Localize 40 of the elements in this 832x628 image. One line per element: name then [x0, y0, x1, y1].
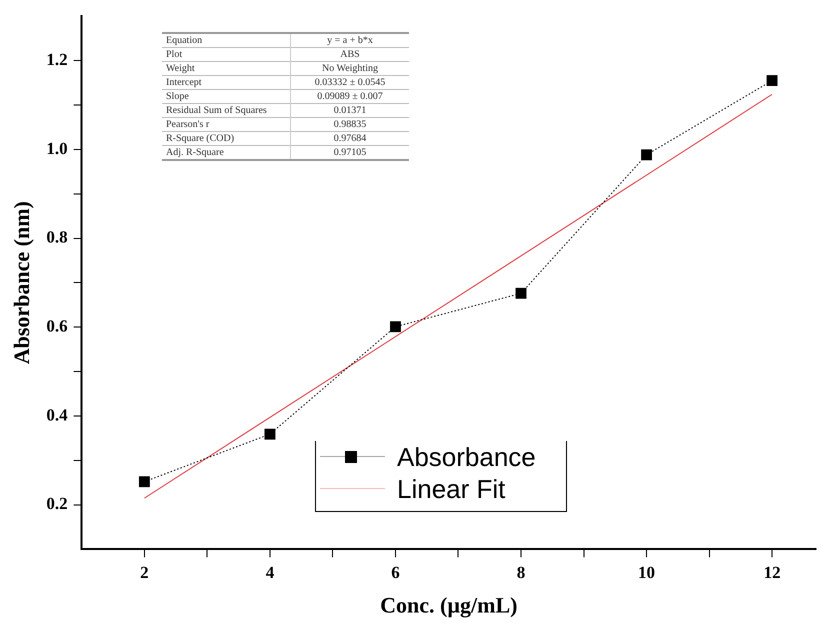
annotation: Intercept: [162, 76, 290, 90]
annotation: Plot: [162, 48, 290, 62]
annotation: Residual Sum of Squares: [162, 104, 290, 118]
x-tick-label: 8: [516, 562, 526, 582]
annotation: 0.98835: [290, 118, 409, 132]
point: [766, 75, 778, 86]
annotation: No Weighting: [290, 62, 409, 76]
x-tick-label: 6: [391, 562, 400, 582]
y-tick-label: 0.2: [46, 494, 68, 514]
annotation: Slope: [162, 90, 290, 104]
annotation: 0.09089 ± 0.007: [290, 90, 409, 104]
point: [516, 288, 526, 299]
x-tick-label: 4: [266, 562, 275, 582]
annotation: R-Square (COD): [162, 132, 290, 146]
legend-label: Linear Fit: [397, 474, 506, 504]
annotation: Weight: [162, 62, 290, 76]
annotation: 0.01371: [290, 104, 409, 118]
point: [641, 149, 652, 160]
annotation: y = a + b*x: [290, 33, 409, 48]
annotation: Adj. R-Square: [162, 146, 290, 160]
y-axis-title: Absorbance (nm): [8, 201, 34, 364]
annotation: Equation: [162, 33, 290, 48]
x-tick-label: 2: [140, 562, 149, 582]
annotation: 0.97105: [290, 146, 409, 160]
y-tick-label: 0.4: [46, 405, 68, 424]
y-tick-label: 1.2: [46, 50, 68, 70]
y-tick-label: 1.0: [46, 138, 68, 158]
x-tick-label: 12: [764, 562, 781, 582]
y-tick-label: 0.6: [46, 316, 68, 336]
annotation: 0.03332 ± 0.0545: [290, 76, 409, 90]
annotation: ABS: [290, 48, 409, 62]
x-tick-label: 10: [638, 562, 656, 582]
point: [138, 476, 150, 488]
annotation: 0.97684: [290, 132, 409, 146]
y-tick-label: 0.8: [46, 228, 68, 247]
point: [264, 428, 276, 440]
x-axis-title: Conc. (µg/mL): [380, 592, 518, 618]
point: [390, 321, 401, 332]
legend-label: Absorbance: [397, 442, 536, 472]
annotation: Pearson's r: [162, 118, 290, 132]
